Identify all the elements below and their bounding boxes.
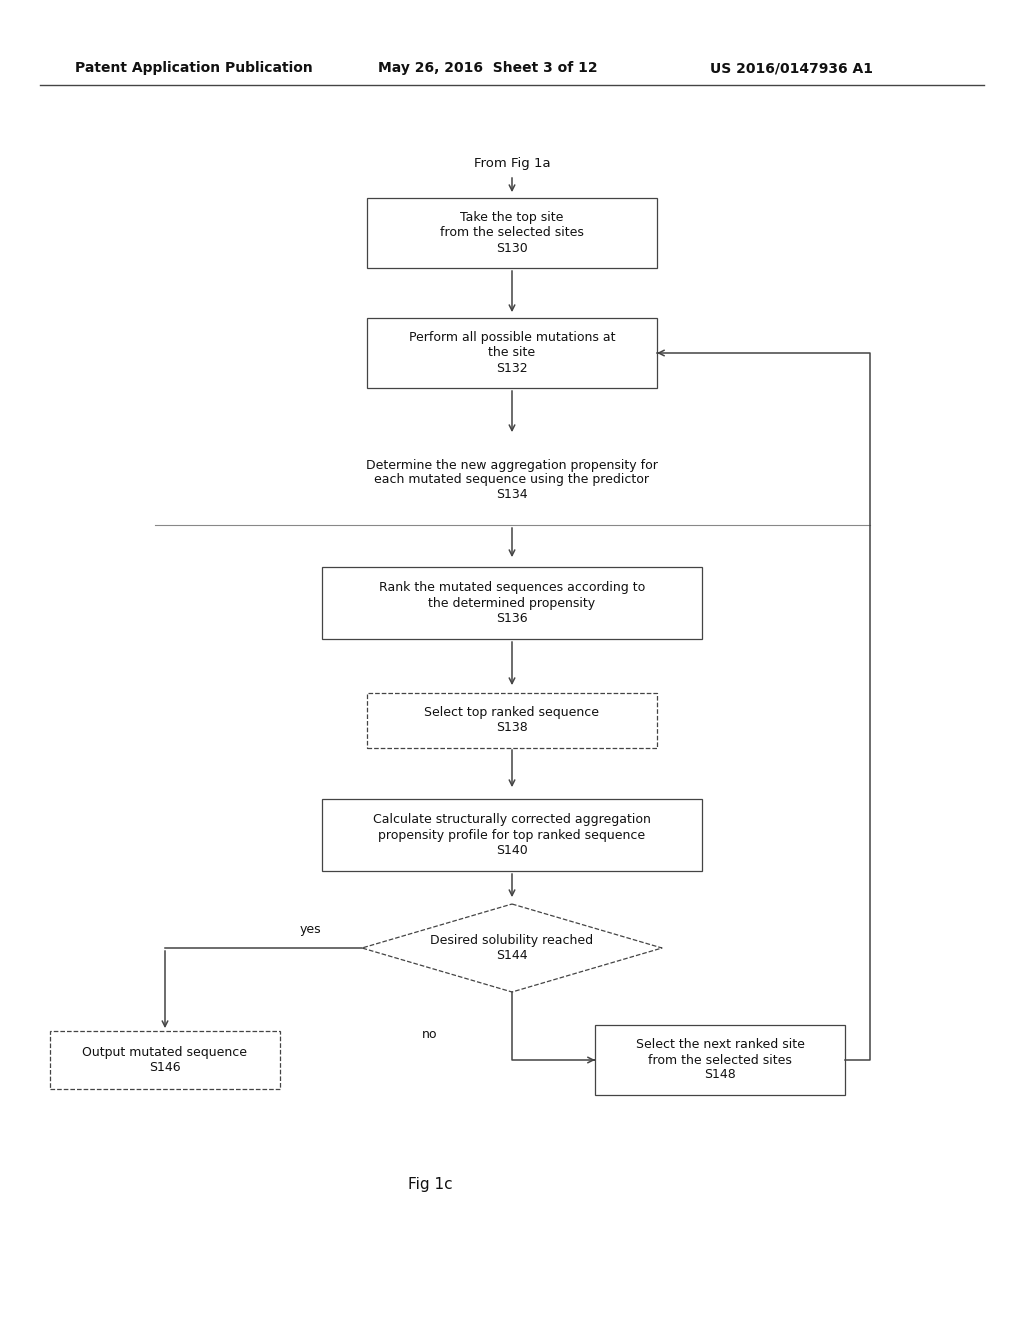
Text: no: no bbox=[422, 1028, 437, 1041]
Text: Select the next ranked site
from the selected sites
S148: Select the next ranked site from the sel… bbox=[636, 1039, 805, 1081]
Text: US 2016/0147936 A1: US 2016/0147936 A1 bbox=[710, 61, 873, 75]
Bar bbox=[50, 1031, 280, 1089]
Text: Fig 1c: Fig 1c bbox=[408, 1177, 453, 1192]
Text: yes: yes bbox=[299, 924, 321, 936]
Text: Rank the mutated sequences according to
the determined propensity
S136: Rank the mutated sequences according to … bbox=[379, 582, 645, 624]
Bar bbox=[367, 318, 657, 388]
Text: Desired solubility reached
S144: Desired solubility reached S144 bbox=[430, 935, 594, 962]
Text: Take the top site
from the selected sites
S130: Take the top site from the selected site… bbox=[440, 211, 584, 255]
Text: Patent Application Publication: Patent Application Publication bbox=[75, 61, 312, 75]
Text: Output mutated sequence
S146: Output mutated sequence S146 bbox=[83, 1045, 248, 1074]
Bar bbox=[595, 1026, 845, 1096]
Bar bbox=[367, 198, 657, 268]
Bar bbox=[322, 568, 702, 639]
Text: Determine the new aggregation propensity for
each mutated sequence using the pre: Determine the new aggregation propensity… bbox=[366, 458, 658, 502]
Text: Select top ranked sequence
S138: Select top ranked sequence S138 bbox=[425, 706, 599, 734]
Bar bbox=[322, 799, 702, 871]
Bar bbox=[367, 693, 657, 747]
Text: May 26, 2016  Sheet 3 of 12: May 26, 2016 Sheet 3 of 12 bbox=[378, 61, 598, 75]
Polygon shape bbox=[362, 904, 662, 993]
Text: From Fig 1a: From Fig 1a bbox=[474, 157, 550, 169]
Text: Perform all possible mutations at
the site
S132: Perform all possible mutations at the si… bbox=[409, 331, 615, 375]
Text: Calculate structurally corrected aggregation
propensity profile for top ranked s: Calculate structurally corrected aggrega… bbox=[373, 813, 651, 857]
